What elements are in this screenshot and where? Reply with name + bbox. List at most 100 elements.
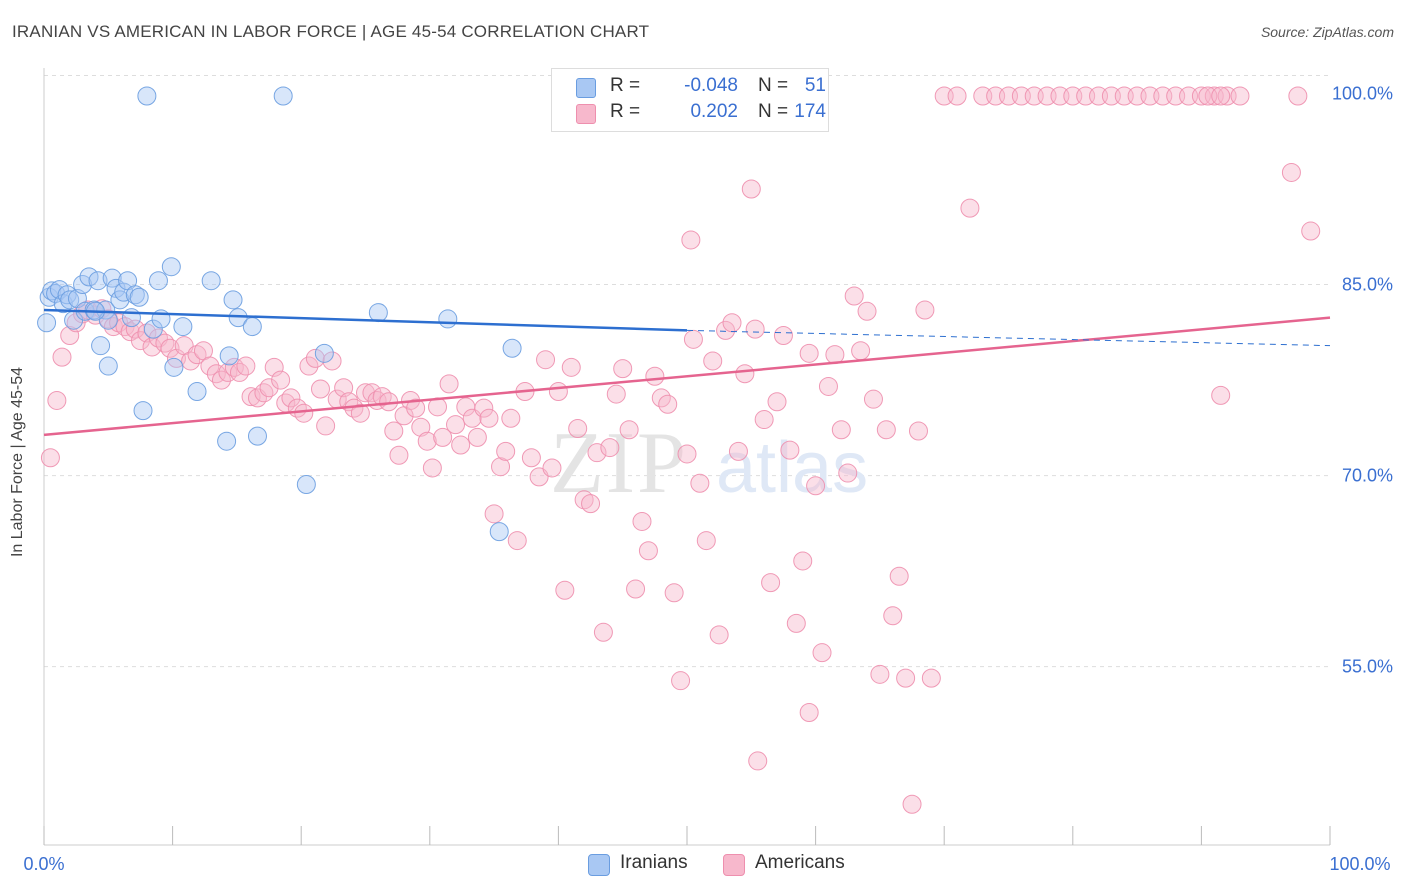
- american-point: [501, 408, 521, 428]
- iranian-point: [57, 285, 77, 305]
- american-point: [294, 403, 314, 423]
- x-tick-label-min: 0.0%: [23, 854, 64, 874]
- american-point: [241, 387, 261, 407]
- iranian-point: [368, 303, 388, 323]
- american-point: [606, 384, 626, 404]
- american-point: [709, 625, 729, 645]
- iranian-trend-line: [43, 308, 688, 332]
- iranian-point: [60, 290, 80, 310]
- american-point: [703, 351, 723, 371]
- legend-swatch-iranians: [588, 854, 610, 876]
- american-point: [780, 440, 800, 460]
- american-point: [536, 350, 556, 370]
- american-point: [741, 179, 761, 199]
- american-point: [908, 421, 928, 441]
- american-point: [1211, 86, 1231, 106]
- american-trend-line: [43, 316, 1331, 437]
- american-point: [60, 325, 80, 345]
- iranian-point: [314, 343, 334, 363]
- american-point: [433, 427, 453, 447]
- american-point: [696, 531, 716, 551]
- american-point: [863, 389, 883, 409]
- american-point: [690, 473, 710, 493]
- american-point: [613, 359, 633, 379]
- american-point: [491, 457, 511, 477]
- r-value: -0.048: [684, 75, 738, 96]
- trend-lines: [43, 308, 1331, 437]
- american-point: [960, 198, 980, 218]
- american-point: [735, 364, 755, 384]
- y-tick-labels: 55.0% 70.0% 85.0% 100.0%: [1332, 83, 1393, 676]
- american-point: [806, 476, 826, 496]
- american-point: [799, 343, 819, 363]
- legend-swatch-americans: [723, 854, 745, 876]
- american-point: [728, 441, 748, 461]
- iranian-point: [73, 275, 93, 295]
- american-point: [40, 448, 60, 468]
- american-point: [722, 313, 742, 333]
- american-point: [681, 230, 701, 250]
- legend-label-americans: Americans: [755, 852, 845, 873]
- y-tick-label: 85.0%: [1342, 275, 1393, 295]
- american-point: [259, 378, 279, 398]
- series-americans-points: [40, 86, 1321, 814]
- american-point: [446, 415, 466, 435]
- american-point: [838, 463, 858, 483]
- iranian-point: [438, 309, 458, 329]
- y-tick-label: 100.0%: [1332, 83, 1393, 103]
- n-label: N =: [758, 75, 789, 96]
- american-point: [761, 573, 781, 593]
- american-point: [896, 668, 916, 688]
- iranian-point: [164, 357, 184, 377]
- iranian-point: [187, 382, 207, 402]
- iranian-point: [114, 282, 134, 302]
- american-point: [211, 370, 231, 390]
- iranian-point: [173, 317, 193, 337]
- american-point: [299, 356, 319, 376]
- american-point: [350, 403, 370, 423]
- american-point: [581, 494, 601, 514]
- american-point: [160, 338, 180, 358]
- american-point: [271, 370, 291, 390]
- american-point: [555, 580, 575, 600]
- american-point: [889, 566, 909, 586]
- american-point: [748, 751, 768, 771]
- american-point: [773, 325, 793, 345]
- iranian-point: [247, 426, 267, 446]
- iranian-point: [37, 313, 57, 333]
- r-label: R =: [610, 101, 641, 122]
- y-axis-label-wrap: In Labor Force | Age 45-54: [9, 367, 38, 557]
- iranian-point: [161, 257, 181, 277]
- american-point: [902, 794, 922, 814]
- x-tick-labels: 0.0% 100.0%: [23, 854, 1390, 874]
- legend-label-iranians: Iranians: [620, 852, 688, 873]
- american-point: [316, 416, 336, 436]
- american-point: [587, 443, 607, 463]
- american-point: [411, 417, 431, 437]
- american-point: [384, 421, 404, 441]
- american-point: [322, 351, 342, 371]
- x-tick-label-max: 100.0%: [1329, 854, 1390, 874]
- american-point: [812, 643, 832, 663]
- y-tick-label: 70.0%: [1342, 466, 1393, 486]
- american-point: [857, 301, 877, 321]
- y-axis-label: In Labor Force | Age 45-54: [9, 366, 26, 558]
- american-point: [793, 551, 813, 571]
- american-point: [745, 319, 765, 339]
- american-point: [799, 703, 819, 723]
- american-point: [600, 438, 620, 458]
- iranian-point: [502, 338, 522, 358]
- american-point: [1230, 86, 1250, 106]
- american-point: [1281, 162, 1301, 182]
- x-ticks: [43, 826, 1331, 845]
- american-point: [915, 300, 935, 320]
- chart-source: Source: ZipAtlas.com: [1260, 24, 1394, 40]
- american-point: [422, 458, 442, 478]
- american-point: [417, 431, 437, 451]
- american-point: [844, 286, 864, 306]
- american-point: [47, 390, 67, 410]
- watermark-zip: ZIP: [550, 415, 688, 512]
- iranian-point: [296, 475, 316, 495]
- american-point: [876, 420, 896, 440]
- iranian-point: [84, 300, 104, 320]
